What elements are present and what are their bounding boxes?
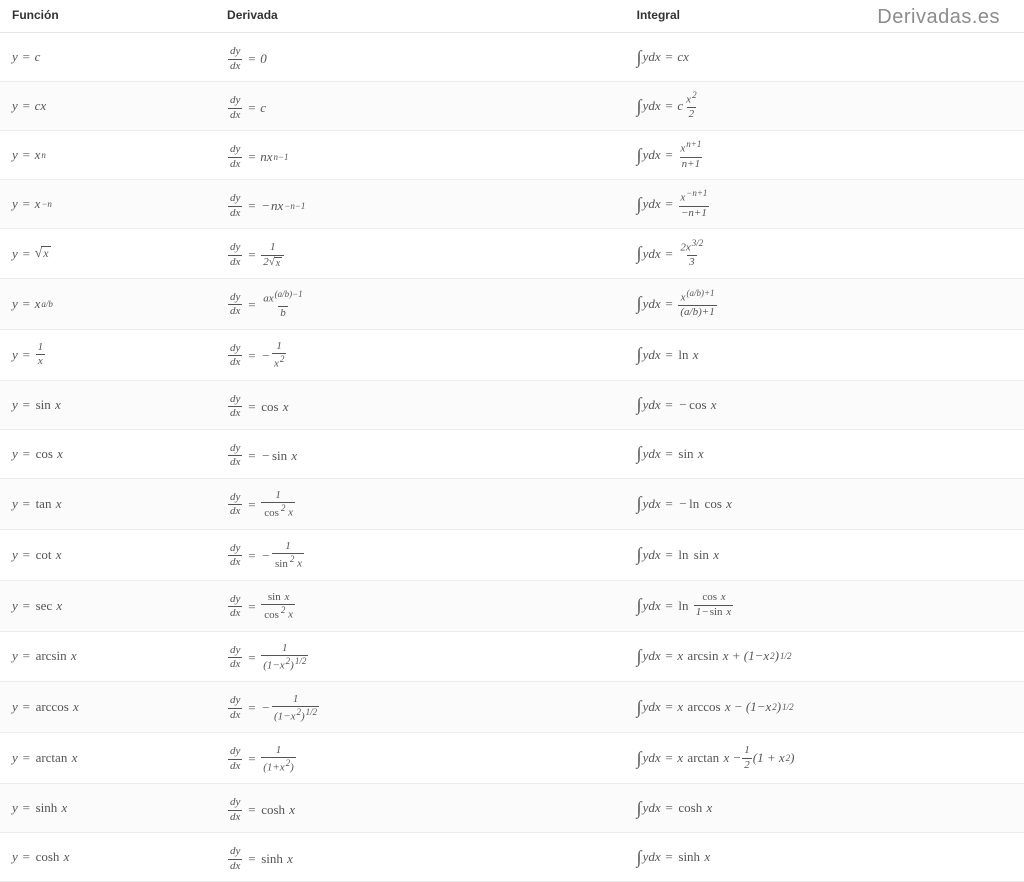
cell-func: y=sin x [0, 380, 215, 429]
cell-func: y=arcsin x [0, 631, 215, 682]
cell-integ: ∫ydx=x arccos x − (1−x2)1/2 [625, 682, 1024, 733]
cell-func: y=xn [0, 131, 215, 180]
cell-integ: ∫ydx=xn+1n+1 [625, 131, 1024, 180]
table-container: Derivadas.es Función Derivada Integral y… [0, 0, 1024, 882]
table-body: y=c dydx=0 ∫ydx=cx y=cx dydx=c ∫ydx=cx22… [0, 33, 1024, 882]
cell-deriv: dydx=ax(a/b)−1b [215, 278, 625, 329]
cell-deriv: dydx=nxn−1 [215, 131, 625, 180]
cell-integ: ∫ydx=ln x [625, 329, 1024, 380]
table-row: y=cosh x dydx=sinh x ∫ydx=sinh x [0, 833, 1024, 882]
cell-integ: ∫ydx=x arcsin x + (1−x2)1/2 [625, 631, 1024, 682]
table-row: y=cos x dydx=−sin x ∫ydx=sin x [0, 429, 1024, 478]
cell-func: y=cot x [0, 529, 215, 580]
cell-deriv: dydx=−1x2 [215, 329, 625, 380]
table-row: y=tan x dydx=1cos2 x ∫ydx=−ln cos x [0, 478, 1024, 529]
cell-deriv: dydx=12√x [215, 229, 625, 278]
cell-deriv: dydx=1(1−x2)1/2 [215, 631, 625, 682]
cell-integ: ∫ydx=−ln cos x [625, 478, 1024, 529]
table-row: y=xn dydx=nxn−1 ∫ydx=xn+1n+1 [0, 131, 1024, 180]
table-row: y=arccos x dydx=−1(1−x2)1/2 ∫ydx=x arcco… [0, 682, 1024, 733]
cell-integ: ∫ydx=cx22 [625, 82, 1024, 131]
cell-func: y=√x [0, 229, 215, 278]
table-row: y=c dydx=0 ∫ydx=cx [0, 33, 1024, 82]
table-row: y=√x dydx=12√x ∫ydx=2x3/23 [0, 229, 1024, 278]
table-row: y=xa/b dydx=ax(a/b)−1b ∫ydx=x(a/b)+1(a/b… [0, 278, 1024, 329]
cell-func: y=tan x [0, 478, 215, 529]
cell-func: y=sinh x [0, 784, 215, 833]
cell-deriv: dydx=cosh x [215, 784, 625, 833]
cell-deriv: dydx=0 [215, 33, 625, 82]
table-row: y=x−n dydx=−nx−n−1 ∫ydx=x−n+1−n+1 [0, 180, 1024, 229]
cell-integ: ∫ydx=x arctan x − 12(1 + x2) [625, 733, 1024, 784]
cell-deriv: dydx=−1(1−x2)1/2 [215, 682, 625, 733]
table-row: y=sin x dydx=cos x ∫ydx=−cos x [0, 380, 1024, 429]
formulas-table: Función Derivada Integral y=c dydx=0 ∫yd… [0, 0, 1024, 882]
cell-integ: ∫ydx=−cos x [625, 380, 1024, 429]
cell-func: y=x−n [0, 180, 215, 229]
cell-deriv: dydx=−nx−n−1 [215, 180, 625, 229]
cell-deriv: dydx=sinh x [215, 833, 625, 882]
cell-func: y=arctan x [0, 733, 215, 784]
cell-deriv: dydx=−sin x [215, 429, 625, 478]
cell-deriv: dydx=cos x [215, 380, 625, 429]
table-header-row: Función Derivada Integral [0, 0, 1024, 33]
cell-integ: ∫ydx=ln cos x1−sin x [625, 580, 1024, 631]
column-header-integral: Integral [625, 0, 1024, 33]
cell-func: y=cosh x [0, 833, 215, 882]
table-row: y=cx dydx=c ∫ydx=cx22 [0, 82, 1024, 131]
cell-func: y=1x [0, 329, 215, 380]
cell-deriv: dydx=1(1+x2) [215, 733, 625, 784]
cell-func: y=c [0, 33, 215, 82]
cell-deriv: dydx=−1sin2 x [215, 529, 625, 580]
cell-integ: ∫ydx=x−n+1−n+1 [625, 180, 1024, 229]
table-row: y=cot x dydx=−1sin2 x ∫ydx=ln sin x [0, 529, 1024, 580]
cell-func: y=cx [0, 82, 215, 131]
cell-integ: ∫ydx=cx [625, 33, 1024, 82]
cell-integ: ∫ydx=x(a/b)+1(a/b)+1 [625, 278, 1024, 329]
cell-func: y=sec x [0, 580, 215, 631]
table-row: y=1x dydx=−1x2 ∫ydx=ln x [0, 329, 1024, 380]
cell-integ: ∫ydx=cosh x [625, 784, 1024, 833]
table-row: y=arcsin x dydx=1(1−x2)1/2 ∫ydx=x arcsin… [0, 631, 1024, 682]
cell-func: y=arccos x [0, 682, 215, 733]
cell-deriv: dydx=sin xcos2 x [215, 580, 625, 631]
cell-integ: ∫ydx=2x3/23 [625, 229, 1024, 278]
cell-func: y=cos x [0, 429, 215, 478]
cell-integ: ∫ydx=sin x [625, 429, 1024, 478]
cell-func: y=xa/b [0, 278, 215, 329]
cell-deriv: dydx=1cos2 x [215, 478, 625, 529]
column-header-derivada: Derivada [215, 0, 625, 33]
table-row: y=sec x dydx=sin xcos2 x ∫ydx=ln cos x1−… [0, 580, 1024, 631]
column-header-funcion: Función [0, 0, 215, 33]
table-row: y=arctan x dydx=1(1+x2) ∫ydx=x arctan x … [0, 733, 1024, 784]
cell-deriv: dydx=c [215, 82, 625, 131]
table-row: y=sinh x dydx=cosh x ∫ydx=cosh x [0, 784, 1024, 833]
cell-integ: ∫ydx=sinh x [625, 833, 1024, 882]
cell-integ: ∫ydx=ln sin x [625, 529, 1024, 580]
